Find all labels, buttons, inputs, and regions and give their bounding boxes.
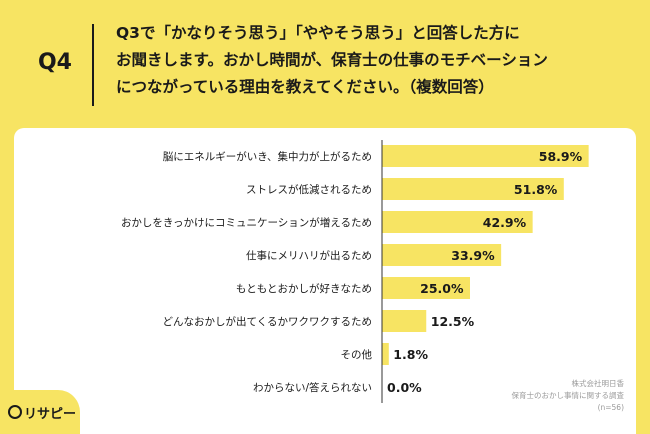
chart-card: 脳にエネルギーがいき、集中力が上がるため 58.9% ストレスが低減されるため 51.… [14,128,636,434]
source-note: 株式会社明日香 保育士のおかし事情に関する調査 (n=56) [512,378,625,414]
header: Q4 Q3で「かなりそう思う」「ややそう思う」と回答した方に お聞きします。おか… [0,0,650,120]
category-label: わからない/答えられない [253,381,372,394]
question-number: Q4 [37,50,72,75]
bar [382,211,533,233]
bar-chart: 脳にエネルギーがいき、集中力が上がるため 58.9% ストレスが低減されるため 51.… [121,140,589,403]
logo-icon [8,405,22,419]
value-label: 58.9% [539,149,583,164]
category-label: 仕事にメリハリが出るため [246,249,372,262]
bar [382,343,389,365]
value-label: 25.0% [420,281,464,296]
category-label: その他 [341,348,373,361]
category-label: 脳にエネルギーがいき、集中力が上がるため [163,150,372,163]
bar [382,178,564,200]
category-label: どんなおかしが出てくるかワクワクするため [163,315,372,328]
source-company: 株式会社明日香 [571,379,625,388]
source-survey: 保育士のおかし事情に関する調査 [511,391,625,400]
bar [382,310,427,332]
header-divider [92,24,94,106]
value-label: 42.9% [483,215,527,230]
value-label: 0.0% [387,380,422,395]
sample-size: (n=56) [597,403,624,412]
question-line-3: につながっている理由を教えてください。（複数回答） [116,78,494,96]
value-label: 1.8% [393,347,428,362]
question-line-1: Q3で「かなりそう思う」「ややそう思う」と回答した方に [116,24,520,42]
category-label: おかしをきっかけにコミュニケーションが増えるため [121,216,372,229]
question-line-2: お聞きします。おかし時間が、保育士の仕事のモチベーション [116,51,548,69]
value-label: 51.8% [514,182,558,197]
category-label: もともとおかしが好きなため [236,282,372,295]
category-label: ストレスが低減されるため [246,183,372,196]
bar [382,244,502,266]
value-label: 33.9% [451,248,495,263]
bar [382,145,589,167]
bar [382,277,470,299]
value-label: 12.5% [431,314,475,329]
question-text: Q3で「かなりそう思う」「ややそう思う」と回答した方に お聞きします。おかし時間… [116,20,636,101]
logo-text: リサピー [24,407,77,422]
